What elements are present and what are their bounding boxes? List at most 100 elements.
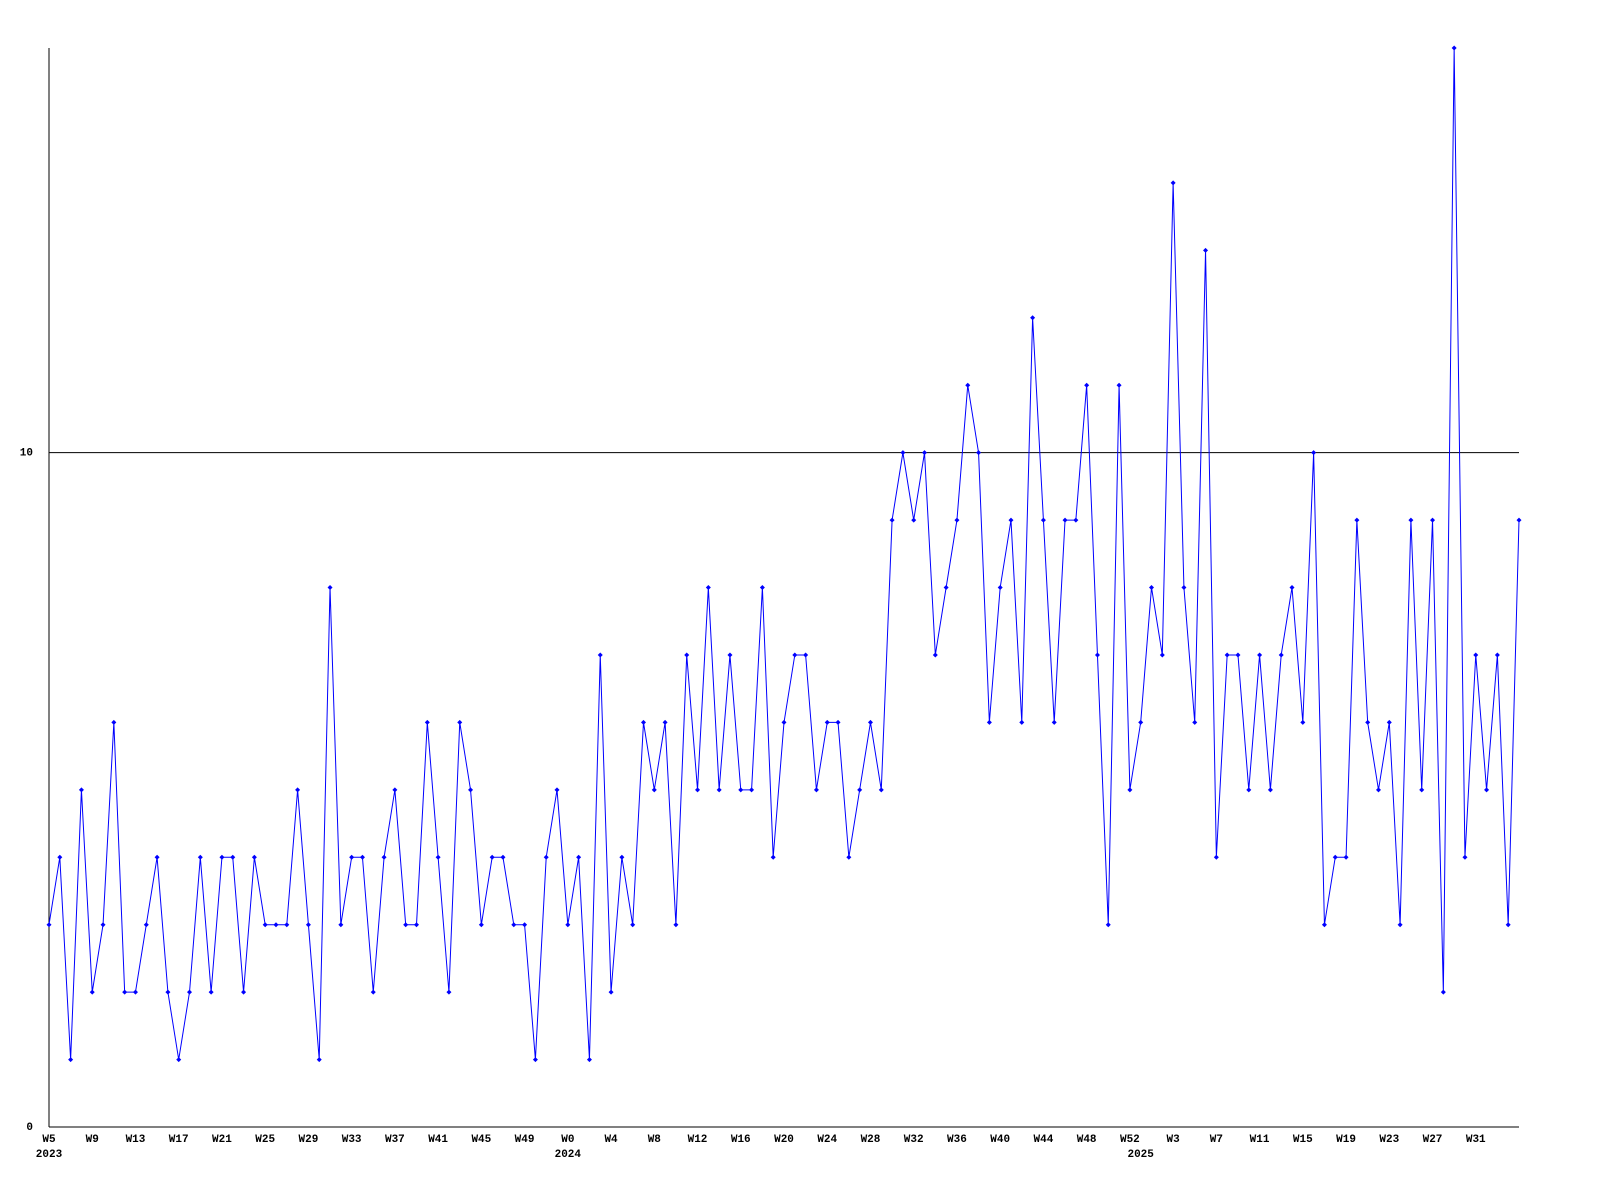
point-marker — [273, 922, 279, 928]
point-marker — [1040, 517, 1046, 523]
point-marker — [651, 787, 657, 793]
x-tick-label: W31 — [1466, 1134, 1486, 1146]
point-marker — [1332, 854, 1338, 860]
point-marker — [1451, 45, 1457, 51]
point-marker — [684, 652, 690, 658]
point-marker — [1397, 922, 1403, 928]
point-marker — [922, 450, 928, 456]
x-tick-label: W8 — [648, 1134, 662, 1146]
point-marker — [370, 989, 376, 995]
point-marker — [997, 585, 1003, 590]
y-tick-label: 0 — [26, 1122, 33, 1134]
point-marker — [846, 854, 852, 860]
x-tick-label: W41 — [428, 1134, 448, 1146]
point-marker — [457, 719, 463, 725]
point-marker — [1365, 719, 1371, 725]
point-marker — [57, 854, 63, 860]
point-marker — [813, 787, 819, 793]
x-tick-label: W13 — [126, 1134, 146, 1146]
point-marker — [911, 517, 917, 523]
point-marker — [1138, 719, 1144, 725]
point-marker — [792, 652, 798, 658]
point-marker — [219, 854, 225, 860]
x-tick-label: W45 — [471, 1134, 491, 1146]
point-marker — [543, 854, 549, 860]
point-marker — [965, 382, 971, 388]
x-tick-label: W9 — [86, 1134, 99, 1146]
point-marker — [100, 922, 106, 928]
point-marker — [867, 719, 873, 725]
point-marker — [986, 719, 992, 725]
point-marker — [1289, 585, 1295, 590]
point-marker — [327, 585, 333, 590]
point-marker — [468, 787, 474, 793]
point-marker — [359, 854, 365, 860]
point-marker — [392, 787, 398, 793]
point-marker — [932, 652, 938, 658]
year-label: 2025 — [1127, 1149, 1154, 1161]
point-marker — [1019, 719, 1025, 725]
point-marker — [770, 854, 776, 860]
point-marker — [435, 854, 441, 860]
x-tick-label: W27 — [1423, 1134, 1443, 1146]
x-tick-label: W20 — [774, 1134, 794, 1146]
x-tick-label: W17 — [169, 1134, 189, 1146]
point-marker — [500, 854, 506, 860]
x-tick-label: W3 — [1167, 1134, 1181, 1146]
x-tick-label: W24 — [817, 1134, 837, 1146]
point-marker — [1008, 517, 1014, 523]
point-marker — [68, 1057, 74, 1063]
point-marker — [1311, 450, 1317, 456]
point-marker — [1408, 517, 1414, 523]
x-tick-label: W33 — [342, 1134, 362, 1146]
x-tick-label: W7 — [1210, 1134, 1223, 1146]
point-marker — [1354, 517, 1360, 523]
point-marker — [716, 787, 722, 793]
series-line — [48, 47, 1520, 1060]
year-label: 2024 — [555, 1149, 582, 1161]
x-tick-label: W32 — [904, 1134, 924, 1146]
point-marker — [576, 854, 582, 860]
point-marker — [1181, 585, 1187, 590]
x-tick-label: W4 — [604, 1134, 618, 1146]
point-marker — [597, 652, 603, 658]
point-marker — [1300, 719, 1306, 725]
point-marker — [943, 585, 949, 590]
x-tick-label: W40 — [990, 1134, 1010, 1146]
point-marker — [1375, 787, 1381, 793]
point-marker — [522, 922, 528, 928]
x-tick-label: W36 — [947, 1134, 967, 1146]
x-tick-label: W25 — [255, 1134, 275, 1146]
point-marker — [1419, 787, 1425, 793]
point-marker — [262, 922, 268, 928]
x-tick-label: W37 — [385, 1134, 405, 1146]
point-marker — [338, 922, 344, 928]
point-marker — [1278, 652, 1284, 658]
point-marker — [1149, 585, 1154, 590]
point-marker — [1213, 854, 1219, 860]
point-marker — [565, 922, 571, 928]
year-label: 2023 — [36, 1149, 63, 1161]
point-marker — [738, 787, 744, 793]
point-marker — [295, 787, 301, 793]
point-marker — [554, 787, 560, 793]
point-marker — [835, 719, 841, 725]
point-marker — [1494, 652, 1500, 658]
point-marker — [381, 854, 387, 860]
point-marker — [1473, 652, 1479, 658]
point-marker — [1192, 719, 1198, 725]
point-marker — [424, 719, 430, 725]
x-tick-label: W29 — [299, 1134, 319, 1146]
point-marker — [749, 787, 755, 793]
x-tick-label: W21 — [212, 1134, 232, 1146]
x-tick-label: W15 — [1293, 1134, 1313, 1146]
point-marker — [1224, 652, 1230, 658]
point-marker — [824, 719, 830, 725]
point-marker — [78, 787, 84, 793]
point-marker — [316, 1057, 322, 1063]
point-marker — [1084, 382, 1090, 388]
point-marker — [143, 922, 149, 928]
point-marker — [511, 922, 517, 928]
point-marker — [857, 787, 863, 793]
